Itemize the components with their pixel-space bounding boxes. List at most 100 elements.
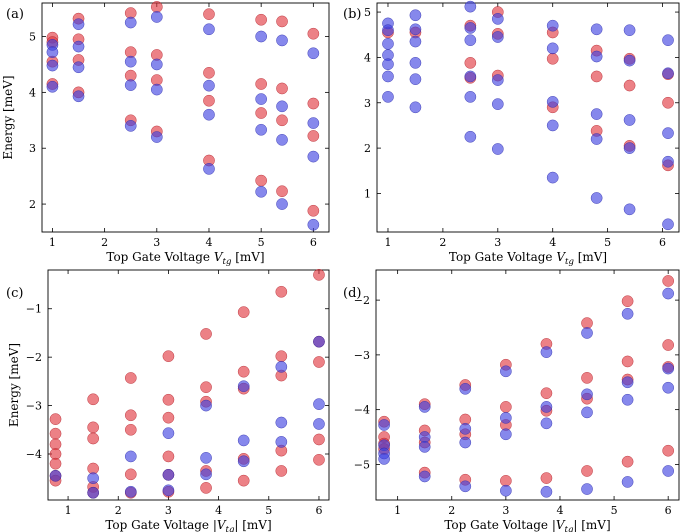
data-point-blue [623,114,636,126]
data-point-blue [623,142,636,154]
data-point-blue [540,346,553,358]
data-point-blue [200,468,212,481]
data-point-blue [459,423,472,435]
data-point-blue [581,388,593,401]
x-tick-label: 6 [310,236,317,249]
data-point-red [255,78,267,90]
x-tick-label: 1 [49,236,56,249]
data-point-blue [546,171,559,184]
x-tick-label: 5 [258,236,265,249]
y-tick-label: 1 [364,187,371,200]
data-point-blue [150,83,163,96]
panel-label: (a) [6,7,24,22]
data-point-blue [307,218,320,231]
data-point-red [623,79,636,92]
data-point-red [49,457,62,470]
data-point-blue [621,308,634,320]
y-axis-label: Energy [meV] [7,343,21,427]
data-point-blue [491,143,504,155]
data-point-red [275,465,288,477]
data-point-blue [200,399,212,412]
data-point-blue [237,455,250,468]
data-point-red [87,421,99,434]
data-point-red [276,82,288,95]
panel-label: (b) [343,7,361,22]
data-point-red [276,185,288,198]
data-point-blue [276,198,288,210]
data-point-red [200,482,212,494]
panel-label: (d) [343,286,361,301]
x-tick-label: 2 [439,236,446,249]
plot-frame [376,2,680,233]
data-point-blue [382,24,394,37]
x-tick-label: 3 [494,236,501,249]
x-tick-label: 1 [65,504,72,517]
y-axis-label: Energy [meV] [1,75,15,159]
data-point-blue [418,441,431,453]
data-point-blue [540,401,553,413]
data-point-red [313,356,325,368]
data-point-blue [546,96,559,108]
y-tick-label: −1 [26,303,42,316]
data-point-red [313,454,325,466]
data-point-blue [590,23,603,36]
data-point-blue [500,428,512,441]
data-point-blue [491,98,504,110]
data-point-blue [540,485,553,498]
y-tick-label: −4 [26,448,42,461]
x-tick-label: 2 [101,236,108,249]
data-point-blue [581,327,593,339]
chart-panel-4: 1 2 3 4 5 6 −2 −3 −4 −5 Top Gate Voltage |Vtg| [mV… [343,269,680,532]
data-point-blue [662,381,674,394]
data-point-blue [150,58,163,71]
x-tick-label: 4 [205,236,212,249]
data-point-blue [276,134,288,146]
y-tick-label: 5 [29,31,36,44]
plot-frame [47,269,330,501]
data-point-red [237,365,250,378]
data-point-red [581,372,593,384]
chart-panel-3: 1 2 3 4 5 6 −1 −2 −3 −4 Top Gate Voltage |Vtg| [mV… [6,269,330,532]
x-tick-label: 5 [611,504,618,517]
data-point-blue [418,431,431,443]
data-point-blue [409,73,422,85]
data-point-red [87,393,99,406]
data-point-blue [581,483,593,495]
data-point-blue [276,100,288,113]
data-point-red [500,401,512,413]
data-point-blue [255,123,267,136]
data-point-red [307,204,320,217]
data-point-blue [313,418,325,430]
data-point-red [150,1,163,13]
data-point-red [124,423,137,436]
data-point-red [581,317,593,329]
y-tick-label: −3 [354,349,370,362]
data-point-blue [307,47,320,60]
data-point-red [203,67,215,79]
data-point-red [313,433,325,446]
data-point-blue [124,120,137,132]
data-point-blue [621,393,634,406]
data-point-blue [621,376,634,389]
y-tick-label: −2 [26,351,42,364]
data-point-red [237,306,250,318]
data-point-red [124,372,137,384]
data-point-blue [87,472,99,485]
data-point-red [200,328,212,340]
data-point-red [200,381,212,393]
data-point-red [590,70,603,83]
data-point-blue [459,436,472,449]
data-point-red [275,285,288,298]
data-point-red [87,432,99,445]
x-tick-label: 6 [665,504,672,517]
data-point-blue [150,11,163,23]
data-point-blue [237,380,250,393]
data-point-blue [546,19,559,32]
data-point-blue [162,469,175,481]
data-point-red [307,97,320,110]
data-point-red [49,427,62,440]
data-point-red [581,465,593,477]
